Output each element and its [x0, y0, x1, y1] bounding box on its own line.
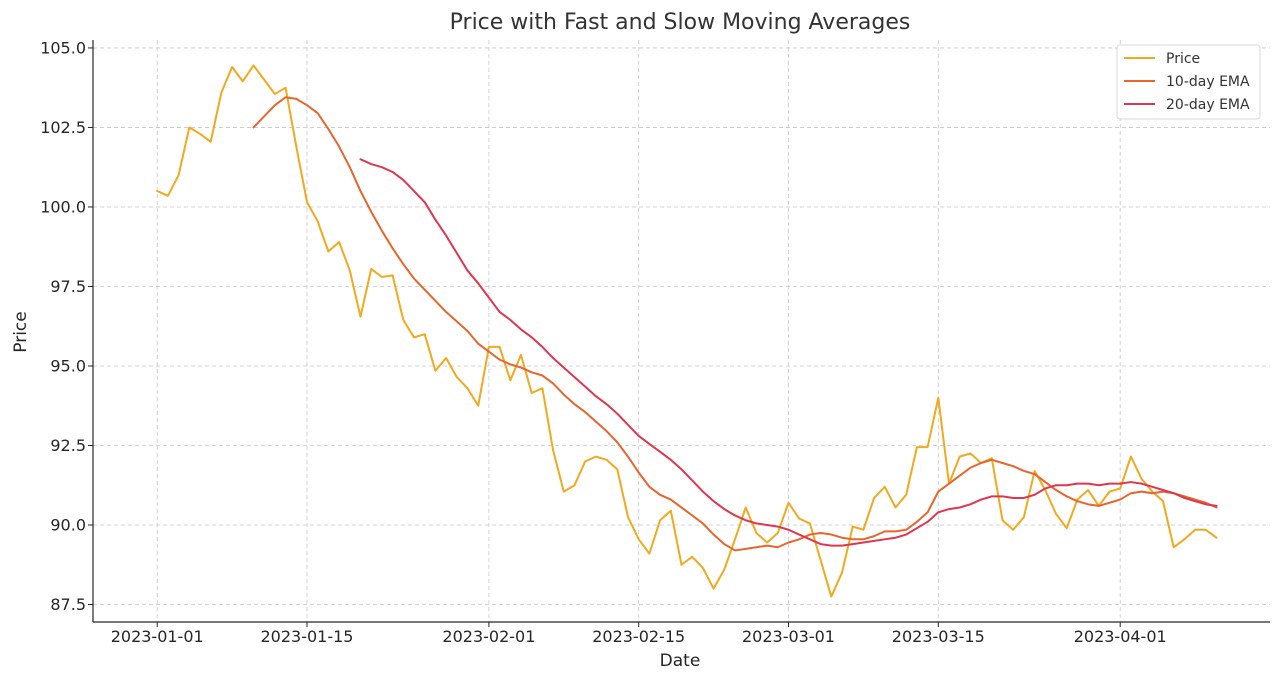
y-tick-label: 100.0	[40, 197, 86, 216]
grid	[93, 40, 1270, 622]
x-tick-label: 2023-04-01	[1074, 627, 1167, 646]
x-axis-title: Date	[660, 651, 701, 671]
legend-label-price: Price	[1166, 51, 1200, 67]
y-axis-title: Price	[11, 311, 31, 352]
ticks: 87.5 90.0 92.5 95.0 97.5 100.0 102.5 105.0 2023-…	[40, 38, 1167, 646]
legend: Price 10-day EMA 20-day EMA	[1116, 44, 1261, 120]
x-tick-label: 2023-01-01	[111, 627, 204, 646]
x-tick-label: 2023-02-15	[592, 627, 685, 646]
series-line-price	[156, 64, 1218, 598]
y-tick-label: 95.0	[50, 356, 86, 375]
y-tick-label: 87.5	[50, 595, 86, 614]
chart-title: Price with Fast and Slow Moving Averages	[450, 10, 911, 35]
series-lines	[156, 64, 1218, 598]
y-tick-label: 90.0	[50, 516, 86, 535]
legend-label-20-day-ema: 20-day EMA	[1166, 97, 1250, 113]
x-tick-label: 2023-03-01	[742, 627, 835, 646]
legend-box	[1116, 44, 1261, 120]
x-tick-label: 2023-03-15	[892, 627, 985, 646]
y-tick-label: 102.5	[40, 118, 86, 137]
series-line-10-day-ema	[252, 96, 1218, 552]
x-tick-label: 2023-02-01	[442, 627, 535, 646]
y-tick-label: 97.5	[50, 277, 86, 296]
y-tick-label: 92.5	[50, 436, 86, 455]
legend-label-10-day-ema: 10-day EMA	[1166, 74, 1250, 90]
y-tick-label: 105.0	[40, 38, 86, 57]
series-line-20-day-ema	[359, 158, 1218, 547]
x-tick-label: 2023-01-15	[261, 627, 354, 646]
